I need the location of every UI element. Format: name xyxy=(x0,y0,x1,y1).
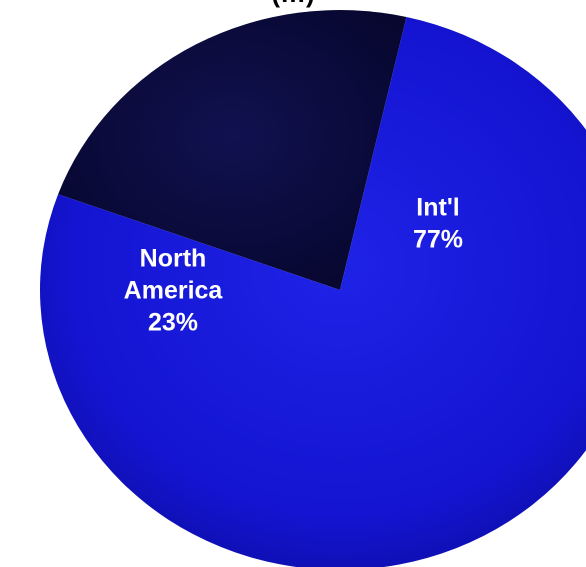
pie-slice-north-america xyxy=(58,10,407,291)
slice-label-north-america: North xyxy=(140,245,207,273)
pie-slice-intl xyxy=(40,16,586,567)
pie-slices xyxy=(40,10,586,567)
slice-label-north-america: America xyxy=(124,277,224,305)
slice-label-intl: Int'l xyxy=(416,194,459,222)
slice-value-label-north-america: 23% xyxy=(148,309,198,337)
chart-title-fragment: (…) xyxy=(271,0,314,8)
pie-labels: Int'l 77% North America 23% xyxy=(124,194,463,337)
slice-value-label-intl: 77% xyxy=(413,226,463,254)
